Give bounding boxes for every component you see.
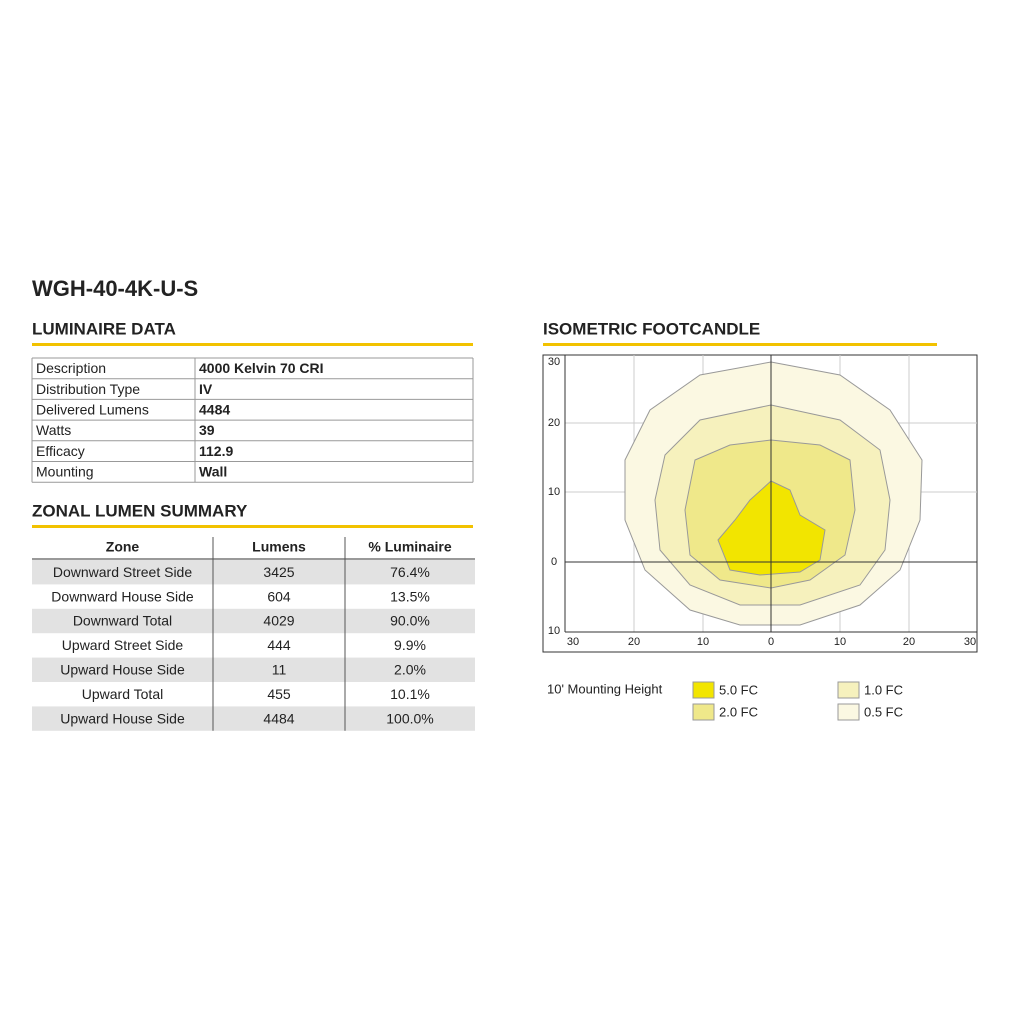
- legend-swatch: [692, 703, 715, 721]
- row-shade: [32, 706, 475, 731]
- row-shade: [32, 608, 475, 634]
- row-shade: [32, 560, 475, 585]
- cell-value: 4484: [199, 401, 230, 417]
- cell: Downward House Side: [51, 588, 194, 604]
- cell-label: Efficacy: [36, 443, 85, 459]
- section-heading: ZONAL LUMEN SUMMARY: [32, 501, 248, 520]
- x-label: 20: [903, 636, 915, 648]
- column-header: Lumens: [252, 539, 306, 555]
- cell-value: 112.9: [199, 443, 233, 459]
- x-label: 20: [628, 636, 640, 648]
- cell: 13.5%: [390, 588, 430, 604]
- cell: 9.9%: [394, 637, 426, 653]
- legend-title: 10' Mounting Height: [547, 681, 663, 696]
- cell-value: IV: [199, 381, 213, 397]
- cell: 90.0%: [390, 613, 430, 629]
- section-heading: LUMINAIRE DATA: [32, 319, 176, 338]
- cell: Upward Total: [82, 686, 163, 702]
- cell: 3425: [263, 564, 294, 580]
- legend-label: 2.0 FC: [719, 704, 758, 719]
- cell-value: 39: [199, 422, 215, 438]
- cell: 444: [267, 637, 291, 653]
- cell-label: Distribution Type: [36, 381, 140, 397]
- x-label: 10: [834, 636, 846, 648]
- heading-rule: [543, 343, 937, 346]
- cell: Downward Street Side: [53, 564, 193, 580]
- cell: 455: [267, 686, 291, 702]
- legend-label: 0.5 FC: [864, 704, 903, 719]
- cell: 4029: [263, 613, 294, 629]
- legend-swatch: [837, 703, 860, 721]
- heading-rule: [32, 525, 473, 528]
- heading-rule: [32, 343, 473, 346]
- cell: 10.1%: [390, 686, 430, 702]
- x-label: 30: [964, 636, 976, 648]
- cell: 100.0%: [386, 710, 433, 726]
- legend-swatch: [837, 681, 860, 699]
- x-label: 0: [768, 636, 774, 648]
- cell: 4484: [263, 710, 294, 726]
- page-title: WGH-40-4K-U-S: [32, 276, 198, 301]
- y-label: 20: [548, 417, 560, 429]
- y-label: 10: [548, 625, 560, 637]
- cell-value: 4000 Kelvin 70 CRI: [199, 360, 324, 376]
- cell: 76.4%: [390, 564, 430, 580]
- cell-value: Wall: [199, 464, 227, 480]
- y-label: 10: [548, 486, 560, 498]
- x-label: 10: [697, 636, 709, 648]
- legend-label: 5.0 FC: [719, 682, 758, 697]
- legend-swatch: [692, 681, 715, 699]
- legend-label: 1.0 FC: [864, 682, 903, 697]
- cell-label: Delivered Lumens: [36, 401, 149, 417]
- cell-label: Mounting: [36, 464, 94, 480]
- cell: 604: [267, 588, 291, 604]
- row-shade: [32, 657, 475, 682]
- cell: Upward House Side: [60, 710, 185, 726]
- cell: Downward Total: [73, 613, 172, 629]
- cell: Upward House Side: [60, 662, 185, 678]
- cell-label: Description: [36, 360, 106, 376]
- cell-label: Watts: [36, 422, 71, 438]
- y-label: 0: [551, 556, 557, 568]
- cell: Upward Street Side: [62, 637, 184, 653]
- section-heading: ISOMETRIC FOOTCANDLE: [543, 319, 760, 338]
- cell: 11: [272, 662, 287, 678]
- x-label: 30: [567, 636, 579, 648]
- column-header: Zone: [106, 539, 140, 555]
- y-label: 30: [548, 356, 560, 368]
- cell: 2.0%: [394, 662, 426, 678]
- column-header: % Luminaire: [368, 539, 451, 555]
